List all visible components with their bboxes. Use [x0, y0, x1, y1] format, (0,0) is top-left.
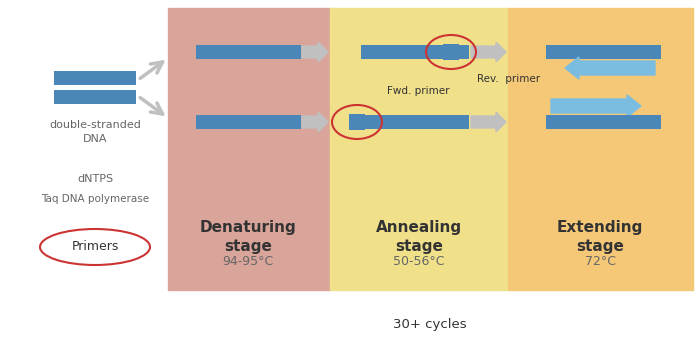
- Text: Rev.  primer: Rev. primer: [477, 74, 540, 84]
- Bar: [54, 90, 136, 104]
- Bar: [330, 8, 508, 290]
- Bar: [54, 71, 136, 85]
- FancyArrow shape: [551, 95, 641, 117]
- Bar: [195, 45, 300, 59]
- Bar: [508, 8, 693, 290]
- Bar: [361, 115, 469, 129]
- Text: 72°C: 72°C: [584, 255, 615, 268]
- Bar: [443, 44, 459, 60]
- Text: 94-95°C: 94-95°C: [223, 255, 274, 268]
- Text: Taq DNA polymerase: Taq DNA polymerase: [41, 194, 149, 204]
- Text: Fwd. primer: Fwd. primer: [387, 86, 449, 96]
- Bar: [545, 115, 661, 129]
- Bar: [349, 114, 365, 130]
- Bar: [195, 115, 300, 129]
- Text: Annealing
stage: Annealing stage: [376, 220, 462, 254]
- Text: Denaturing
stage: Denaturing stage: [199, 220, 296, 254]
- Bar: [361, 45, 469, 59]
- Bar: [545, 45, 661, 59]
- Text: DNA: DNA: [83, 134, 107, 144]
- Text: 50-56°C: 50-56°C: [393, 255, 444, 268]
- FancyArrow shape: [471, 112, 506, 132]
- FancyArrow shape: [565, 57, 655, 79]
- Text: Primers: Primers: [71, 240, 119, 254]
- FancyArrow shape: [302, 42, 328, 62]
- Bar: [168, 8, 330, 290]
- FancyArrow shape: [302, 112, 328, 132]
- Text: 30+ cycles: 30+ cycles: [393, 318, 467, 331]
- Text: double-stranded: double-stranded: [49, 120, 141, 130]
- FancyArrow shape: [471, 42, 506, 62]
- Text: dNTPS: dNTPS: [77, 174, 113, 184]
- Text: Extending
stage: Extending stage: [556, 220, 643, 254]
